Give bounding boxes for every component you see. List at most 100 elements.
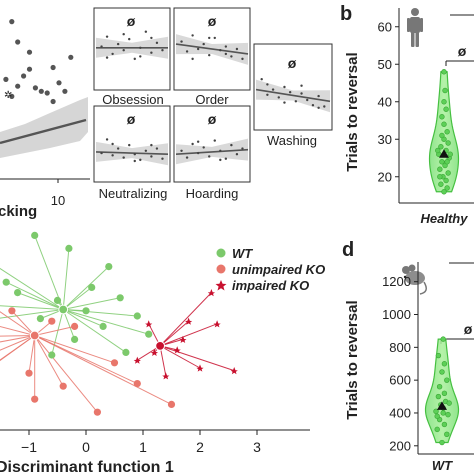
hoarding-points xyxy=(180,139,244,162)
healthy-point xyxy=(441,99,447,105)
washing-significance: ø xyxy=(288,55,297,71)
washing-point xyxy=(266,93,269,97)
healthy-significance: ø xyxy=(458,43,467,59)
mouse-violin xyxy=(424,338,460,444)
washing-point xyxy=(300,92,303,95)
checking-point xyxy=(50,98,56,105)
order-point xyxy=(208,53,211,57)
lda-spoke-unimpaired_KO xyxy=(28,335,36,374)
checking-point xyxy=(26,49,33,55)
mouse-point xyxy=(446,400,452,406)
checking-point xyxy=(3,76,9,82)
lda-spoke-unimpaired_KO xyxy=(0,326,35,336)
obsession-point xyxy=(139,55,142,58)
lda-point-WT xyxy=(14,289,22,297)
human-icon xyxy=(407,8,423,47)
checking-point xyxy=(38,88,44,94)
washing-point xyxy=(283,85,286,89)
hoarding-point xyxy=(235,153,239,156)
healthy-y-tick-label: 20 xyxy=(378,169,392,184)
healthy-y-tick-label: 30 xyxy=(378,132,392,147)
healthy-category: Healthy xyxy=(421,211,469,226)
lda-spoke-WT xyxy=(63,297,121,310)
lda-point-unimpaired_KO xyxy=(71,322,79,330)
lda-point-WT xyxy=(82,307,90,315)
mouse-y-ticks: 200 400 600 800 1000 1200 xyxy=(382,274,418,453)
lda-spoke-unimpaired_KO xyxy=(34,325,75,336)
healthy-point xyxy=(444,129,450,135)
healthy-point xyxy=(447,151,453,157)
washing-point xyxy=(277,96,280,99)
hoarding-regression-line xyxy=(175,148,249,155)
checking-point xyxy=(9,19,15,25)
mouse-y-tick-label: 1200 xyxy=(382,274,411,289)
lda-spoke-WT xyxy=(63,309,149,335)
checking-point xyxy=(21,73,27,79)
panel-obsession: ø Obsession xyxy=(93,7,171,107)
panel-checking: ✲ 10 cking xyxy=(0,19,90,220)
obsession-point xyxy=(150,51,153,54)
washing-point xyxy=(266,83,269,86)
healthy-mean-triangle xyxy=(439,149,449,158)
hoarding-point xyxy=(208,155,211,158)
mouse-point xyxy=(435,352,442,359)
hoarding-point xyxy=(230,143,233,147)
lda-spoke-unimpaired_KO xyxy=(0,335,35,343)
obsession-point xyxy=(111,52,114,56)
lda-points xyxy=(2,231,238,416)
lda-spokes xyxy=(0,235,235,413)
lda-point-WT xyxy=(71,335,79,343)
lda-point-WT xyxy=(53,296,62,304)
hoarding-point xyxy=(185,156,189,159)
mouse-y-tick-label: 400 xyxy=(389,405,411,420)
lda-point-unimpaired_KO xyxy=(8,307,16,315)
obsession-point xyxy=(116,42,120,46)
healthy-point xyxy=(445,170,451,176)
lda-x-tick-label: 0 xyxy=(82,439,90,455)
healthy-point xyxy=(445,140,451,146)
order-point xyxy=(219,49,222,52)
order-points xyxy=(180,34,244,61)
order-regression-line xyxy=(175,43,249,55)
healthy-point xyxy=(439,114,445,120)
lda-spoke-unimpaired_KO xyxy=(0,335,35,362)
hoarding-frame xyxy=(173,105,251,183)
neutralizing-point xyxy=(155,147,159,150)
mouse-y-tick-label: 600 xyxy=(389,373,411,388)
lda-spoke-WT xyxy=(0,305,64,310)
order-point xyxy=(230,55,233,58)
lda-point-WT xyxy=(31,231,39,239)
order-point xyxy=(196,47,200,51)
lda-spoke-WT xyxy=(17,292,64,310)
lda-point-WT xyxy=(36,315,45,323)
healthy-point xyxy=(438,181,444,187)
legend-unimpaired-label: unimpaired KO xyxy=(232,262,325,277)
lda-spoke-unimpaired_KO xyxy=(0,311,35,336)
neutralizing-point xyxy=(161,157,164,160)
obsession-point xyxy=(100,45,103,48)
neutralizing-point xyxy=(105,138,109,141)
obsession-point xyxy=(139,46,142,49)
checking-xlabel: cking xyxy=(0,203,37,220)
checking-x-tick-label: 10 xyxy=(51,193,65,208)
hoarding-point xyxy=(219,149,222,152)
lda-point-unimpaired_KO xyxy=(93,408,101,416)
mouse-mean-marker xyxy=(437,401,447,410)
neutralizing-point xyxy=(144,149,148,152)
lda-spoke-impaired_KO xyxy=(159,345,201,369)
healthy-point xyxy=(437,174,443,180)
hoarding-point xyxy=(196,151,200,155)
order-point xyxy=(191,57,194,61)
healthy-y-ticks: 20 30 40 50 60 xyxy=(378,19,399,184)
lda-spoke-WT xyxy=(62,266,110,310)
healthy-mean-marker xyxy=(439,149,449,158)
mouse-point xyxy=(435,393,442,400)
panel-hoarding: ø Hoarding xyxy=(173,105,251,201)
washing-point xyxy=(317,106,320,110)
order-point xyxy=(213,36,216,40)
panel-order: ø Order xyxy=(173,7,251,107)
healthy-point xyxy=(442,87,448,94)
mouse-significance: ø xyxy=(464,321,473,337)
healthy-y-tick-label: 40 xyxy=(378,94,392,109)
